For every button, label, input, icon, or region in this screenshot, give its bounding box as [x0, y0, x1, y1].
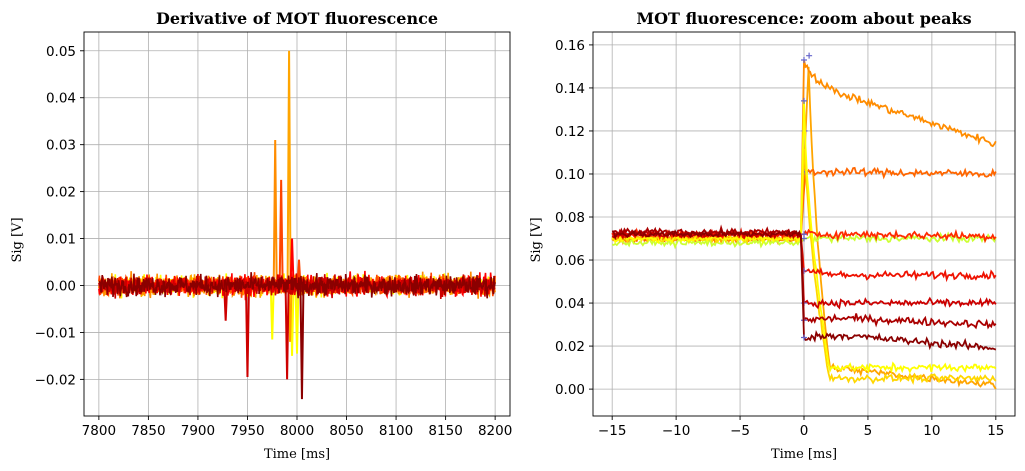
x-tick-label: −15 — [598, 423, 627, 439]
peak-marker — [806, 52, 813, 59]
y-tick-label: 0.02 — [46, 185, 76, 201]
x-tick-label: 8100 — [379, 423, 413, 439]
peak-marker — [801, 56, 807, 63]
x-tick-label: 8050 — [329, 423, 363, 439]
y-tick-label: 0.01 — [46, 232, 76, 248]
spike-mark — [289, 238, 295, 286]
y-tick-label: 0.16 — [555, 38, 585, 54]
y-tick-label: 0.12 — [555, 124, 585, 140]
series-line — [611, 148, 997, 386]
x-tick-label: 8150 — [428, 423, 462, 439]
peak-marker — [801, 97, 807, 104]
spike-mark — [296, 259, 302, 286]
spike-mark — [284, 285, 290, 380]
y-tick-label: 0.10 — [555, 167, 585, 183]
series-group — [98, 50, 496, 400]
plot-frame — [592, 31, 1016, 417]
spike-mark — [272, 139, 278, 286]
x-tick-label: 8000 — [280, 423, 314, 439]
y-tick-label: −0.01 — [35, 325, 76, 341]
x-tick-label: 10 — [923, 423, 940, 439]
y-tick-label: 0.03 — [46, 138, 76, 154]
y-tick-label: −0.02 — [35, 372, 76, 388]
y-tick-label: 0.00 — [46, 278, 76, 294]
spike-mark — [244, 285, 250, 378]
x-tick-label: −5 — [730, 423, 750, 439]
chart-title: MOT fluorescence: zoom about peaks — [636, 9, 971, 28]
x-tick-label: 8200 — [478, 423, 512, 439]
spike-mark — [294, 285, 300, 354]
y-tick-label: 0.06 — [555, 253, 585, 269]
series-group — [611, 52, 997, 390]
y-tick-label: 0.08 — [555, 210, 585, 226]
peak-marker — [801, 334, 807, 341]
grid — [84, 32, 510, 416]
y-tick-label: 0.02 — [555, 339, 585, 355]
x-tick-label: −10 — [662, 423, 691, 439]
spike-mark — [286, 50, 292, 286]
spike-mark — [269, 285, 275, 340]
peak-marker — [801, 231, 807, 238]
y-tick-label: 0.05 — [46, 44, 76, 60]
x-tick-label: 0 — [800, 423, 809, 439]
x-tick-label: 7900 — [181, 423, 215, 439]
x-tick-label: 15 — [987, 423, 1004, 439]
y-tick-label: 0.04 — [46, 91, 76, 107]
plot-frame — [83, 31, 511, 417]
x-tick-label: 5 — [864, 423, 873, 439]
spike-mark — [223, 285, 229, 321]
y-tick-label: 0.00 — [555, 382, 585, 398]
x-axis-label: Time [ms] — [264, 447, 330, 462]
y-axis-label: Sig [V] — [10, 217, 25, 262]
spike-mark — [278, 179, 284, 286]
x-tick-label: 7800 — [82, 423, 116, 439]
x-tick-label: 7850 — [131, 423, 165, 439]
spike-mark — [299, 285, 305, 400]
y-tick-label: 0.04 — [555, 296, 585, 312]
zoom-chart: MOT fluorescence: zoom about peaks Time … — [529, 9, 1016, 462]
y-tick-label: 0.14 — [555, 81, 585, 97]
series-line — [98, 272, 496, 299]
derivative-chart: Derivative of MOT fluorescence Time [ms]… — [10, 9, 512, 462]
x-axis-label: Time [ms] — [771, 447, 837, 462]
x-tick-label: 7950 — [230, 423, 264, 439]
chart-title: Derivative of MOT fluorescence — [156, 9, 438, 28]
y-axis-label: Sig [V] — [529, 217, 544, 262]
